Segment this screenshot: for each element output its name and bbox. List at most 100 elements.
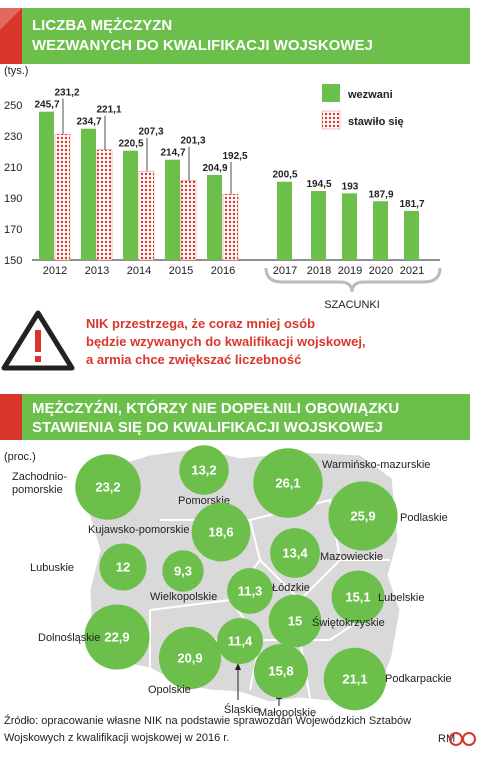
bar <box>222 193 239 261</box>
header-title: WEZWANYCH DO KWALIFIKACJI WOJSKOWEJ <box>32 37 373 54</box>
x-tick-label: 2015 <box>169 265 193 277</box>
bubble <box>191 502 251 562</box>
x-tick-label: 2016 <box>211 265 235 277</box>
warning-icon <box>35 330 41 352</box>
annotation: SZACUNKI <box>324 299 380 311</box>
bubble-label: 25,9 <box>350 508 375 523</box>
value-label: 234,7 <box>76 117 101 128</box>
bar <box>165 159 180 260</box>
region-name: Małopolskie <box>258 707 316 719</box>
header-title: LICZBA MĘŻCZYZN <box>32 17 172 34</box>
y-tick-label: 170 <box>4 224 22 236</box>
warning-icon <box>35 356 41 362</box>
value-label: 231,2 <box>54 88 79 99</box>
bubble-label: 23,2 <box>95 479 120 494</box>
region-name: Podlaskie <box>400 512 448 524</box>
header-band <box>22 394 470 440</box>
bar <box>39 111 54 260</box>
value-label: 192,5 <box>222 151 247 162</box>
region-name: Łódzkie <box>272 582 310 594</box>
bubble <box>99 543 147 591</box>
bar <box>81 128 96 260</box>
bubble-label: 15,1 <box>345 589 370 604</box>
region-name: Lubelskie <box>378 592 424 604</box>
header-accent <box>0 394 22 440</box>
value-label: 204,9 <box>202 163 227 174</box>
bubble-label: 15 <box>288 613 302 628</box>
bubble <box>253 448 323 518</box>
bubble <box>162 550 204 592</box>
bar <box>123 150 138 260</box>
bubble-label: 18,6 <box>208 524 233 539</box>
region-name: Opolskie <box>148 684 191 696</box>
y-tick-label: 190 <box>4 193 22 205</box>
header-title: MĘŻCZYŹNI, KTÓRZY NIE DOPEŁNILI OBOWIĄZK… <box>32 399 399 417</box>
bubble-label: 9,3 <box>174 563 192 578</box>
bar <box>96 149 113 261</box>
bubble-label: 12 <box>116 559 130 574</box>
header-accent <box>0 8 22 30</box>
warning-text: NIK przestrzega, że coraz mniej osób <box>86 316 315 331</box>
y-tick-label: 250 <box>4 100 22 112</box>
bubble <box>328 481 398 551</box>
value-label: 193 <box>342 181 359 192</box>
bar <box>138 171 155 261</box>
logo <box>462 732 476 746</box>
bar <box>207 174 222 260</box>
y-tick-label: 150 <box>4 255 22 267</box>
bar <box>180 180 197 261</box>
legend-label: wezwani <box>347 89 393 101</box>
bubble-label: 22,9 <box>104 629 129 644</box>
pointer <box>235 663 241 670</box>
bar <box>342 193 357 260</box>
region-name: Podkarpackie <box>385 673 452 685</box>
bubble <box>227 568 273 614</box>
bubble <box>217 618 263 664</box>
value-label: 245,7 <box>34 100 59 111</box>
region-name: Świętokrzyskie <box>312 616 385 629</box>
y-unit: (tys.) <box>4 65 28 77</box>
bubble <box>270 528 320 578</box>
region-name: Śląskie <box>224 703 259 716</box>
region-name: Kujawsko-pomorskie <box>88 524 189 536</box>
bar <box>311 191 326 260</box>
unit-label: (proc.) <box>4 451 36 463</box>
x-tick-label: 2019 <box>338 265 362 277</box>
bar <box>277 181 292 260</box>
bubble-label: 21,1 <box>342 671 367 686</box>
x-tick-label: 2021 <box>400 265 424 277</box>
bubble-label: 11,3 <box>238 583 263 598</box>
region-name: pomorskie <box>12 484 63 496</box>
value-label: 207,3 <box>138 127 163 138</box>
bar <box>404 210 419 260</box>
value-label: 221,1 <box>96 105 121 116</box>
warning-icon <box>1 310 75 371</box>
warning-text: a armia chce zwiększać liczebność <box>86 352 301 367</box>
header-accent <box>0 8 22 64</box>
region-name: Dolnośląskie <box>38 632 100 644</box>
bubble <box>84 604 150 670</box>
y-tick-label: 230 <box>4 131 22 143</box>
bubble <box>331 570 385 624</box>
y-tick-label: 210 <box>4 162 22 174</box>
bubble <box>75 454 141 520</box>
value-label: 194,5 <box>306 179 331 190</box>
bubble <box>253 643 309 699</box>
bar <box>54 133 71 261</box>
x-tick-label: 2012 <box>43 265 67 277</box>
bubble-label: 15,8 <box>268 663 293 678</box>
value-label: 214,7 <box>160 148 185 159</box>
region-name: Zachodnio- <box>12 471 67 483</box>
value-label: 201,3 <box>180 136 205 147</box>
x-tick-label: 2013 <box>85 265 109 277</box>
region-name: Mazowieckie <box>320 551 383 563</box>
bubble <box>158 626 222 690</box>
brace <box>264 267 442 293</box>
bubble <box>179 445 229 495</box>
x-tick-label: 2020 <box>369 265 393 277</box>
region-name: Lubuskie <box>30 562 74 574</box>
value-label: 200,5 <box>272 170 297 181</box>
region-name: Wielkopolskie <box>150 591 217 603</box>
header-band <box>22 8 470 64</box>
